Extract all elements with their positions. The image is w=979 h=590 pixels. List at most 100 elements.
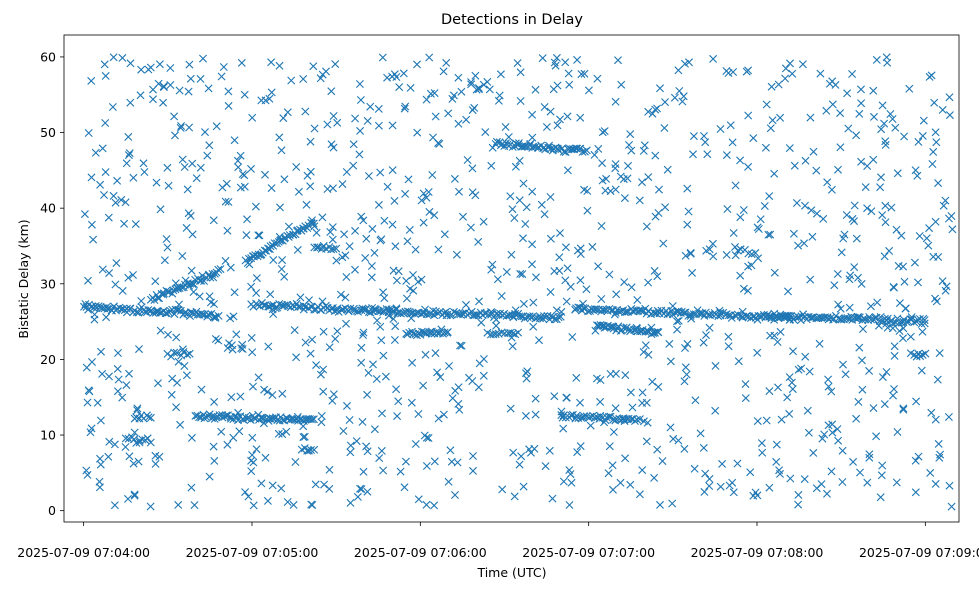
data-point: [559, 477, 568, 486]
data-point: [228, 345, 237, 354]
data-point: [434, 414, 443, 423]
data-point: [422, 433, 431, 442]
data-point: [292, 353, 301, 362]
data-point: [786, 474, 795, 483]
data-point: [764, 230, 773, 239]
data-point: [522, 203, 531, 212]
data-point: [863, 162, 872, 170]
data-point: [878, 101, 887, 110]
data-point: [668, 499, 677, 508]
data-point: [910, 258, 919, 267]
data-point: [586, 421, 595, 430]
data-point: [424, 188, 433, 196]
data-point: [412, 308, 421, 317]
data-point: [617, 80, 626, 89]
data-point: [695, 309, 703, 318]
data-point: [914, 137, 923, 146]
data-point: [528, 110, 537, 119]
data-point: [301, 338, 310, 347]
data-point: [870, 112, 878, 121]
data-point: [804, 428, 813, 437]
data-point: [611, 97, 620, 106]
data-point: [429, 306, 438, 315]
data-point: [785, 409, 794, 418]
data-point: [376, 307, 385, 316]
data-point: [319, 387, 328, 396]
data-point: [893, 169, 902, 178]
data-point: [556, 115, 564, 124]
data-point: [327, 87, 336, 96]
data-point: [146, 502, 155, 511]
data-point: [823, 313, 832, 322]
x-tick-label: 2025-07-09 07:07:00: [522, 545, 655, 560]
data-point: [753, 348, 762, 357]
data-point: [639, 146, 648, 155]
data-point: [775, 466, 784, 475]
data-point: [426, 89, 435, 98]
data-point: [552, 53, 561, 62]
data-point: [761, 143, 770, 152]
data-point: [528, 187, 537, 196]
data-point: [466, 223, 475, 232]
data-point: [819, 214, 828, 223]
data-point: [926, 468, 935, 477]
data-point: [378, 409, 386, 418]
data-point: [635, 415, 644, 424]
data-point: [446, 446, 455, 455]
data-point: [248, 348, 257, 357]
data-point: [237, 58, 246, 67]
data-point: [84, 276, 92, 285]
data-point: [359, 216, 368, 225]
data-point: [515, 460, 524, 469]
data-point: [283, 498, 292, 506]
data-point: [400, 104, 409, 113]
data-point: [742, 312, 751, 321]
data-point: [590, 150, 599, 159]
data-point: [236, 392, 245, 401]
data-point: [196, 163, 205, 172]
data-point: [143, 434, 152, 443]
data-point: [550, 392, 559, 401]
data-point: [519, 234, 527, 243]
data-point: [328, 223, 337, 232]
data-point: [834, 436, 843, 445]
data-point: [399, 69, 408, 78]
data-point: [606, 370, 615, 378]
data-point: [806, 275, 815, 284]
data-point: [834, 300, 843, 309]
data-point: [474, 85, 483, 94]
data-point: [255, 231, 264, 240]
data-point: [753, 223, 762, 232]
data-point: [705, 323, 714, 332]
data-point: [361, 254, 370, 262]
data-point: [209, 313, 218, 322]
data-point: [168, 374, 177, 383]
data-point: [912, 397, 921, 406]
data-point: [822, 106, 831, 115]
data-point: [287, 76, 296, 85]
data-point: [342, 319, 350, 328]
data-point: [422, 462, 431, 470]
data-point: [594, 262, 603, 271]
data-point: [718, 459, 727, 468]
data-point: [691, 396, 700, 405]
data-point: [211, 312, 220, 321]
data-point: [102, 313, 111, 322]
data-point: [611, 164, 620, 173]
data-point: [899, 405, 908, 414]
data-point: [579, 304, 588, 312]
data-point: [182, 371, 191, 380]
data-point: [865, 366, 874, 375]
data-point: [225, 339, 233, 348]
data-point: [604, 469, 613, 478]
data-point: [613, 324, 622, 333]
data-point: [444, 109, 453, 118]
data-point: [917, 366, 926, 375]
data-point: [749, 491, 758, 500]
data-point: [414, 495, 423, 504]
data-point: [419, 381, 428, 390]
data-point: [794, 365, 803, 374]
data-point: [118, 393, 127, 402]
data-point: [444, 477, 453, 486]
data-point: [902, 317, 911, 326]
